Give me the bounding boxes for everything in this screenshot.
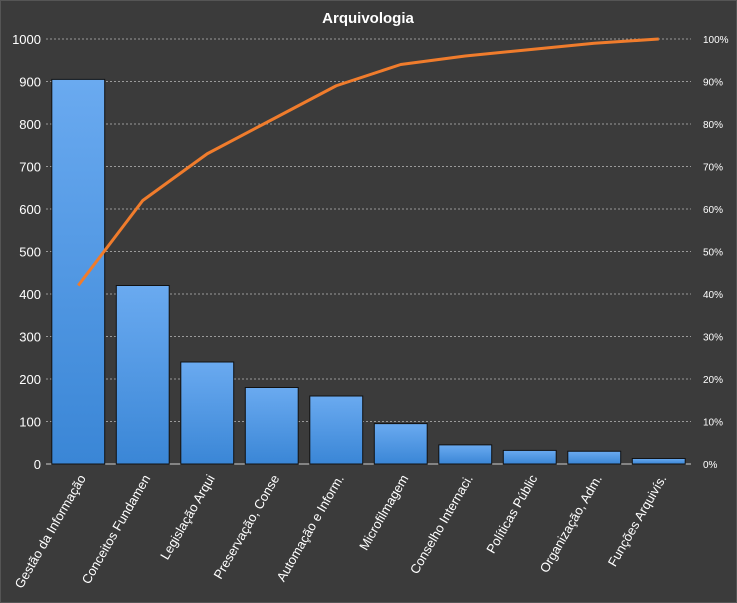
y-tick-label: 800: [19, 117, 41, 132]
bar: [438, 444, 493, 465]
y2-tick-label: 40%: [703, 290, 723, 301]
y2-tick-label: 20%: [703, 375, 723, 386]
x-tick-label: Preservação, Conse: [210, 472, 282, 582]
bar: [51, 78, 106, 465]
bar-series: [51, 78, 686, 465]
x-tick-label: Microfilmagem: [356, 472, 411, 553]
bar: [567, 450, 622, 465]
bar: [631, 457, 686, 465]
y2-tick-label: 30%: [703, 333, 723, 344]
y-tick-label: 100: [19, 415, 41, 430]
x-tick-label: Políticas Públic: [483, 472, 540, 556]
x-tick-label: Automação e Inform.: [274, 472, 347, 584]
x-tick-label: Conceitos Fundamen: [79, 472, 154, 587]
x-tick-label: Conselho Internaci.: [407, 472, 476, 577]
bar: [244, 387, 299, 465]
y2-tick-label: 60%: [703, 205, 723, 216]
bar: [502, 449, 557, 465]
y2-tick-label: 100%: [703, 35, 729, 46]
cumulative-line: [77, 37, 659, 287]
x-tick-label: Legislação Arqui: [157, 472, 218, 562]
cumulative-line-series: [77, 37, 659, 287]
x-tick-label: Funções Arquivís.: [605, 472, 670, 569]
x-tick-label: Gestão da Informação: [12, 472, 89, 591]
bar: [309, 395, 364, 465]
y2-tick-label: 90%: [703, 78, 723, 89]
y-tick-label: 700: [19, 160, 41, 175]
y2-tick-label: 80%: [703, 120, 723, 131]
y-tick-label: 300: [19, 330, 41, 345]
y-axis-secondary: 0% 10% 20% 30% 40% 50% 60% 70% 80% 90% 100%: [703, 35, 729, 471]
y-axis-primary: 0 100 200 300 400 500 600 700 800 900 1000: [12, 32, 41, 472]
y-tick-label: 900: [19, 75, 41, 90]
y2-tick-label: 10%: [703, 418, 723, 429]
y-tick-label: 200: [19, 372, 41, 387]
chart-title: Arquivologia: [322, 10, 414, 27]
y-tick-label: 400: [19, 287, 41, 302]
y2-tick-label: 0%: [703, 460, 718, 471]
y2-tick-label: 70%: [703, 163, 723, 174]
bar: [373, 423, 428, 465]
y2-tick-label: 50%: [703, 248, 723, 259]
bar: [115, 285, 170, 465]
bar: [180, 361, 235, 465]
y-tick-label: 0: [34, 457, 41, 472]
y-tick-label: 1000: [12, 32, 41, 47]
y-tick-label: 500: [19, 245, 41, 260]
x-tick-label: Organização, Adm.: [537, 472, 605, 575]
y-tick-label: 600: [19, 202, 41, 217]
